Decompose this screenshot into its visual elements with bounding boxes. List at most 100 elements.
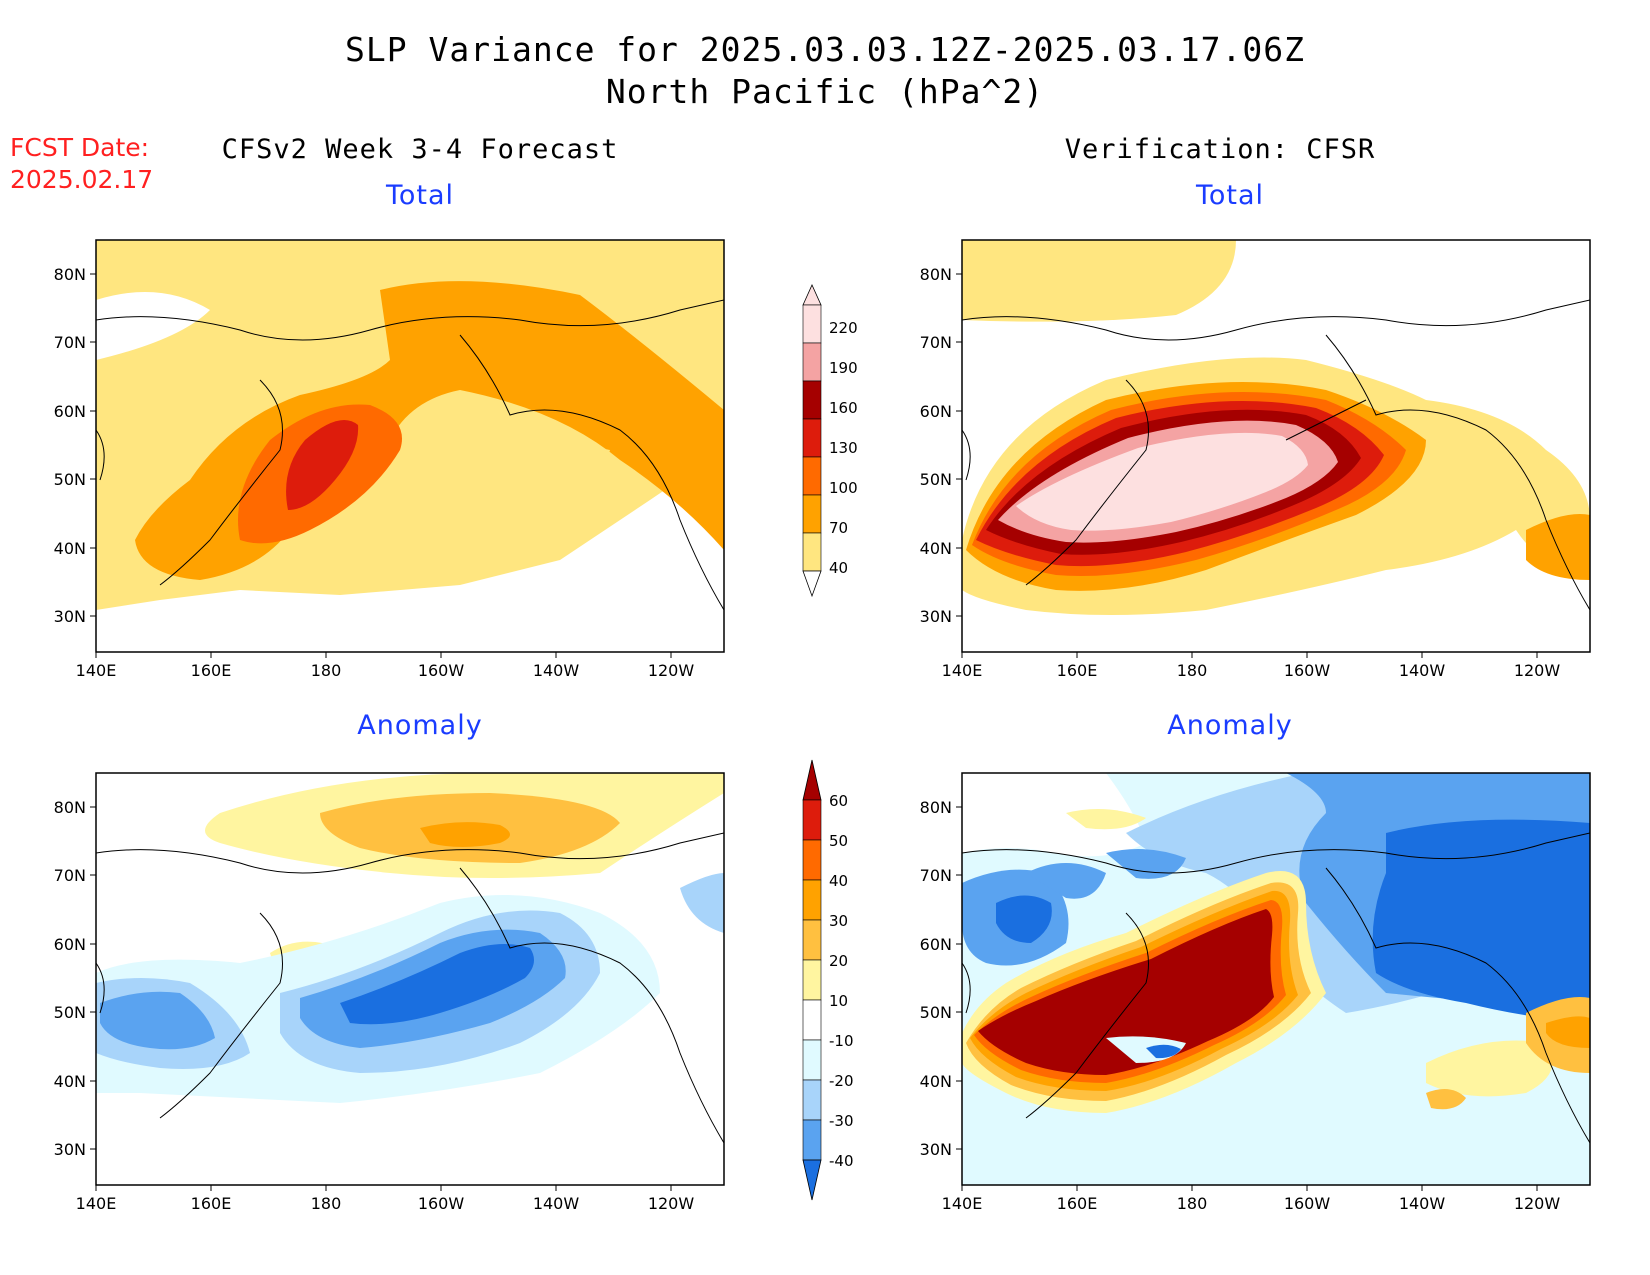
lat-label: 30N bbox=[54, 1140, 86, 1159]
colorbar-total-top-arrow bbox=[802, 284, 822, 306]
colorbar-total-label: 40 bbox=[829, 559, 848, 577]
lat-label: 50N bbox=[920, 1003, 952, 1022]
panel-title-verification-total: Total bbox=[1195, 180, 1265, 211]
lon-label: 120W bbox=[648, 1194, 695, 1213]
colorbar-anomaly-swatch bbox=[802, 1079, 822, 1121]
map-forecast-total: 80N 70N 60N 50N 40N 30N 140E 160E 180 16… bbox=[54, 239, 725, 680]
lon-ticks bbox=[961, 1185, 1538, 1191]
colorbar-total-label: 100 bbox=[829, 479, 858, 497]
colorbar-anomaly-top-arrow bbox=[802, 759, 822, 801]
panel-title-forecast-total: Total bbox=[385, 180, 455, 211]
map-forecast-anomaly: 80N 70N 60N 50N 40N 30N 140E 160E 180 16… bbox=[54, 772, 725, 1213]
lat-label: 50N bbox=[920, 470, 952, 489]
lon-label: 140W bbox=[1399, 661, 1446, 680]
lat-label: 70N bbox=[54, 866, 86, 885]
subtitle: North Pacific (hPa^2) bbox=[605, 72, 1045, 111]
lon-label: 120W bbox=[648, 661, 695, 680]
lat-label: 60N bbox=[920, 402, 952, 421]
lat-label: 50N bbox=[54, 1003, 86, 1022]
lon-label: 140E bbox=[942, 661, 983, 680]
lon-label: 160E bbox=[191, 1194, 232, 1213]
colorbar-anomaly-label: 10 bbox=[829, 992, 848, 1010]
lat-label: 30N bbox=[54, 607, 86, 626]
lat-label: 60N bbox=[54, 402, 86, 421]
lon-label: 160E bbox=[1057, 1194, 1098, 1213]
colorbar-total-bottom-arrow bbox=[802, 570, 822, 598]
lon-label: 140E bbox=[942, 1194, 983, 1213]
colorbar-total-label: 220 bbox=[829, 319, 858, 337]
colorbar-total-swatch bbox=[802, 380, 822, 420]
colorbar-total-label: 130 bbox=[829, 439, 858, 457]
colorbar-anomaly-label: -40 bbox=[829, 1152, 854, 1170]
lon-label: 120W bbox=[1514, 661, 1561, 680]
lon-label: 140E bbox=[76, 1194, 117, 1213]
colorbar-anomaly-swatch bbox=[802, 1119, 822, 1161]
lon-label: 160W bbox=[1284, 1194, 1331, 1213]
colorbar-total-label: 70 bbox=[829, 519, 848, 537]
lon-label: 140E bbox=[76, 661, 117, 680]
lat-label: 70N bbox=[54, 333, 86, 352]
forecast-column-header: CFSv2 Week 3-4 Forecast bbox=[221, 134, 619, 165]
lon-label: 180 bbox=[311, 661, 342, 680]
colorbar-anomaly-swatch bbox=[802, 879, 822, 921]
colorbar-total-label: 190 bbox=[829, 359, 858, 377]
lat-label: 40N bbox=[920, 1072, 952, 1091]
panel-title-verification-anomaly: Anomaly bbox=[1167, 710, 1293, 741]
colorbar-anomaly-label: 40 bbox=[829, 872, 848, 890]
main-title: SLP Variance for 2025.03.03.12Z-2025.03.… bbox=[345, 30, 1305, 69]
colorbar-anomaly-label: 50 bbox=[829, 832, 848, 850]
lon-label: 160W bbox=[418, 1194, 465, 1213]
lon-label: 180 bbox=[1177, 661, 1208, 680]
colorbar-total-swatch bbox=[802, 342, 822, 382]
lon-label: 120W bbox=[1514, 1194, 1561, 1213]
lon-label: 180 bbox=[1177, 1194, 1208, 1213]
colorbar-anomaly-label: 60 bbox=[829, 792, 848, 810]
lat-label: 60N bbox=[920, 935, 952, 954]
lon-ticks bbox=[95, 652, 672, 658]
colorbar-total-swatch bbox=[802, 532, 822, 572]
lat-label: 70N bbox=[920, 866, 952, 885]
lon-label: 160E bbox=[191, 661, 232, 680]
colorbar-total-swatch bbox=[802, 456, 822, 496]
lon-label: 180 bbox=[311, 1194, 342, 1213]
fcst-date-block: FCST Date: 2025.02.17 bbox=[10, 132, 153, 196]
colorbar-anomaly-label: -30 bbox=[829, 1112, 854, 1130]
lat-label: 30N bbox=[920, 607, 952, 626]
lat-ticks bbox=[956, 273, 962, 617]
colorbar-total-label: 160 bbox=[829, 399, 858, 417]
colorbar-anomaly-label: 20 bbox=[829, 952, 848, 970]
verification-column-header: Verification: CFSR bbox=[1064, 134, 1376, 165]
lat-ticks bbox=[90, 273, 96, 617]
lon-label: 160W bbox=[1284, 661, 1331, 680]
colorbar-total: 220 190 160 130 100 70 40 bbox=[802, 284, 858, 598]
lat-label: 50N bbox=[54, 470, 86, 489]
lat-ticks bbox=[90, 806, 96, 1150]
fcst-date: 2025.02.17 bbox=[10, 165, 154, 194]
colorbar-anomaly-swatch bbox=[802, 839, 822, 881]
panel-title-forecast-anomaly: Anomaly bbox=[357, 710, 483, 741]
lon-label: 160E bbox=[1057, 661, 1098, 680]
lon-ticks bbox=[95, 1185, 672, 1191]
lon-label: 140W bbox=[533, 1194, 580, 1213]
map-verification-anomaly: 80N 70N 60N 50N 40N 30N 140E 160E 180 16… bbox=[920, 772, 1591, 1213]
lon-label: 140W bbox=[533, 661, 580, 680]
colorbar-anomaly-label: -10 bbox=[829, 1032, 854, 1050]
colorbar-anomaly: 60 50 40 30 20 10 -10 -20 -30 -40 bbox=[802, 759, 854, 1201]
lat-label: 80N bbox=[54, 265, 86, 284]
lat-label: 40N bbox=[54, 539, 86, 558]
lat-label: 70N bbox=[920, 333, 952, 352]
lat-label: 80N bbox=[920, 798, 952, 817]
colorbar-anomaly-swatch bbox=[802, 999, 822, 1041]
fcst-label: FCST Date: bbox=[10, 133, 150, 162]
colorbar-anomaly-swatch bbox=[802, 1039, 822, 1081]
colorbar-anomaly-swatch bbox=[802, 919, 822, 961]
lat-label: 60N bbox=[54, 935, 86, 954]
lat-label: 40N bbox=[920, 539, 952, 558]
colorbar-total-swatch bbox=[802, 494, 822, 534]
colorbar-anomaly-swatch bbox=[802, 959, 822, 1001]
colorbar-total-swatch bbox=[802, 418, 822, 458]
lat-ticks bbox=[956, 806, 962, 1150]
lat-label: 80N bbox=[54, 798, 86, 817]
lat-label: 40N bbox=[54, 1072, 86, 1091]
colorbar-anomaly-label: -20 bbox=[829, 1072, 854, 1090]
